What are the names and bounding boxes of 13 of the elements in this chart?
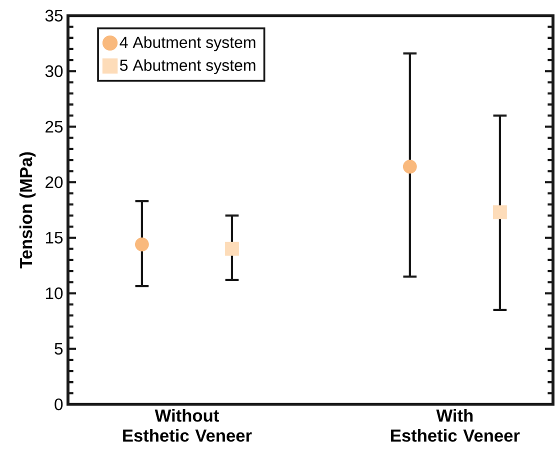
x-tick-label: Without Esthetic Veneer (123, 409, 252, 442)
legend-label: 5 Abutment system (120, 59, 256, 74)
y-tick-label: 10 (46, 287, 63, 300)
y-tick-label: 0 (54, 398, 63, 410)
y-tick-label: 30 (45, 65, 63, 78)
y-tick-label: 25 (46, 120, 63, 133)
legend-label: 4 Abutment system (120, 36, 256, 52)
y-tick-label: 35 (45, 10, 63, 22)
x-tick-label: With Esthetic Veneer (391, 409, 520, 442)
y-axis-title: Tension (MPa) (19, 152, 36, 268)
y-tick-label: 5 (54, 343, 63, 355)
y-tick-label: 15 (46, 232, 63, 244)
y-tick-label: 20 (46, 176, 63, 188)
